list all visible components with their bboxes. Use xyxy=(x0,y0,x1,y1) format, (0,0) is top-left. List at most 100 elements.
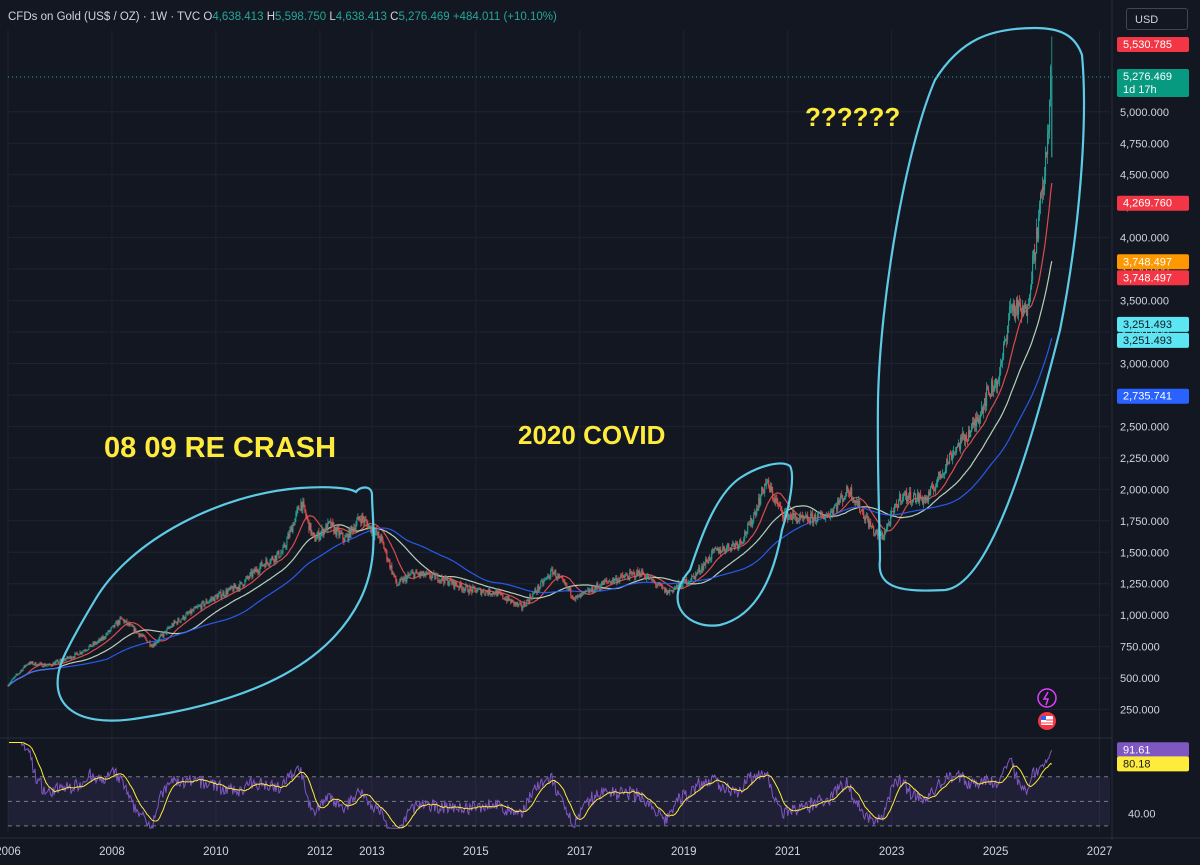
candle[interactable] xyxy=(379,535,381,544)
candle[interactable] xyxy=(870,518,872,528)
candle[interactable] xyxy=(515,601,517,608)
candle[interactable] xyxy=(156,640,158,644)
candle[interactable] xyxy=(143,634,145,637)
candle[interactable] xyxy=(435,572,437,580)
candle[interactable] xyxy=(1030,284,1032,302)
candle[interactable] xyxy=(70,655,72,660)
candle[interactable] xyxy=(261,559,263,567)
candle[interactable] xyxy=(995,378,997,389)
candle[interactable] xyxy=(934,486,936,492)
candle[interactable] xyxy=(197,603,199,610)
candle[interactable] xyxy=(44,662,46,667)
candle[interactable] xyxy=(788,513,790,521)
candle[interactable] xyxy=(799,513,801,525)
candle[interactable] xyxy=(891,507,893,519)
candle[interactable] xyxy=(794,512,796,521)
candle[interactable] xyxy=(416,568,418,574)
candle[interactable] xyxy=(28,662,30,665)
candle[interactable] xyxy=(274,555,276,566)
candle[interactable] xyxy=(858,495,860,508)
candle[interactable] xyxy=(142,633,144,638)
candle[interactable] xyxy=(514,601,516,607)
candle[interactable] xyxy=(914,489,916,496)
candle[interactable] xyxy=(899,490,901,502)
candle[interactable] xyxy=(689,581,691,585)
candle[interactable] xyxy=(35,661,37,666)
candle[interactable] xyxy=(543,578,545,587)
candle[interactable] xyxy=(665,587,667,593)
candle[interactable] xyxy=(539,586,541,592)
candle[interactable] xyxy=(782,510,784,522)
candle[interactable] xyxy=(528,599,530,605)
candle[interactable] xyxy=(910,487,912,505)
candle[interactable] xyxy=(536,590,538,596)
candle[interactable] xyxy=(238,584,240,592)
candle[interactable] xyxy=(78,654,80,656)
candle[interactable] xyxy=(383,541,385,549)
candle[interactable] xyxy=(337,523,339,532)
candle[interactable] xyxy=(122,618,124,622)
candle[interactable] xyxy=(487,589,489,596)
candle[interactable] xyxy=(187,610,189,616)
candle[interactable] xyxy=(226,587,228,598)
candle[interactable] xyxy=(898,498,900,509)
candle[interactable] xyxy=(145,637,147,641)
candle[interactable] xyxy=(153,642,155,648)
candle[interactable] xyxy=(520,601,522,607)
candle[interactable] xyxy=(37,663,39,667)
candle[interactable] xyxy=(814,513,816,521)
candle[interactable] xyxy=(779,501,781,507)
candle[interactable] xyxy=(532,591,534,600)
candle[interactable] xyxy=(448,580,450,587)
candle[interactable] xyxy=(449,578,451,586)
candle[interactable] xyxy=(313,531,315,538)
candle[interactable] xyxy=(589,587,591,594)
candle[interactable] xyxy=(237,586,239,592)
candle[interactable] xyxy=(802,511,804,522)
candle[interactable] xyxy=(895,503,897,509)
candle[interactable] xyxy=(216,593,218,601)
candle[interactable] xyxy=(1015,305,1017,323)
candle[interactable] xyxy=(792,509,794,525)
candle[interactable] xyxy=(498,588,500,595)
candle[interactable] xyxy=(547,573,549,580)
candle[interactable] xyxy=(978,414,980,425)
candle[interactable] xyxy=(976,411,978,432)
candle[interactable] xyxy=(241,582,243,585)
candle[interactable] xyxy=(207,601,209,604)
candle[interactable] xyxy=(123,619,125,625)
candle[interactable] xyxy=(1033,249,1035,264)
candle[interactable] xyxy=(671,589,673,593)
candle[interactable] xyxy=(981,401,983,417)
candle[interactable] xyxy=(713,548,715,554)
candle[interactable] xyxy=(862,506,864,515)
candle[interactable] xyxy=(1009,300,1011,321)
candle[interactable] xyxy=(1011,303,1013,314)
candle[interactable] xyxy=(356,517,358,527)
candle[interactable] xyxy=(586,590,588,592)
candle[interactable] xyxy=(687,582,689,586)
candle[interactable] xyxy=(973,416,975,429)
candle[interactable] xyxy=(200,603,202,611)
candle[interactable] xyxy=(58,661,60,664)
candle[interactable] xyxy=(170,625,172,628)
candle[interactable] xyxy=(922,495,924,506)
candle[interactable] xyxy=(750,515,752,528)
candle[interactable] xyxy=(905,490,907,500)
candle[interactable] xyxy=(1020,298,1022,312)
candle[interactable] xyxy=(411,569,413,574)
candle[interactable] xyxy=(874,533,876,537)
candle[interactable] xyxy=(912,499,914,506)
candle[interactable] xyxy=(739,539,741,549)
candle[interactable] xyxy=(392,570,394,576)
candle[interactable] xyxy=(618,576,620,583)
candle[interactable] xyxy=(1018,299,1020,321)
candle[interactable] xyxy=(889,521,891,527)
candle[interactable] xyxy=(851,484,853,502)
candle[interactable] xyxy=(638,570,640,577)
candle[interactable] xyxy=(658,581,660,586)
candle[interactable] xyxy=(194,606,196,609)
candle[interactable] xyxy=(414,573,416,579)
candle[interactable] xyxy=(881,529,883,540)
candle[interactable] xyxy=(966,432,968,443)
